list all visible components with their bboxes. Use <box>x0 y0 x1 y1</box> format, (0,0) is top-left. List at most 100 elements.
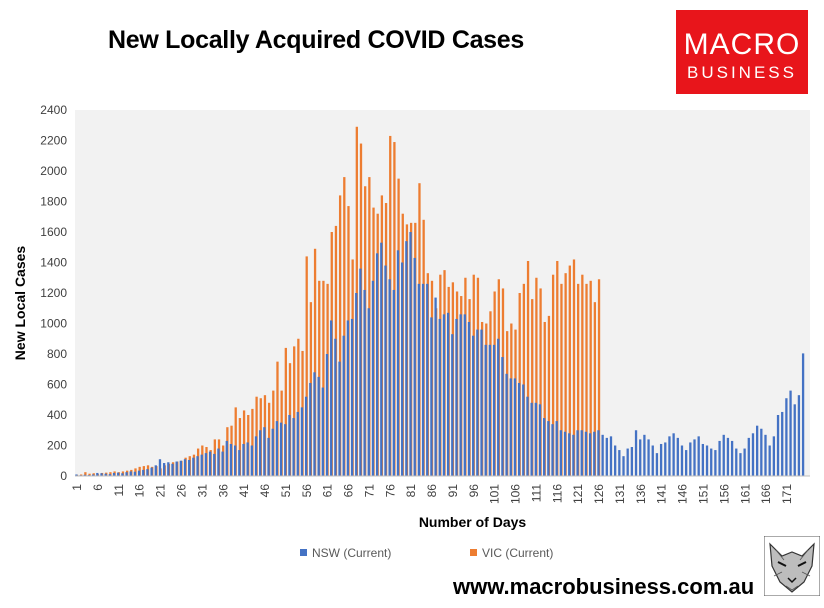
x-tick-label-11: 11 <box>112 484 126 497</box>
bar-vic-day-64 <box>338 195 342 476</box>
bar-nsw-day-161 <box>743 448 746 476</box>
bar-vic-day-58 <box>313 248 317 476</box>
bar-nsw-day-56 <box>304 396 308 476</box>
x-axis-title: Number of Days <box>419 514 527 530</box>
x-tick-label-131: 131 <box>613 484 627 504</box>
bar-vic-day-110 <box>531 299 534 476</box>
bar-nsw-day-106 <box>513 378 517 476</box>
bar-nsw-day-68 <box>355 293 358 476</box>
y-tick-label-2000: 2000 <box>40 164 67 178</box>
bar-vic-day-120 <box>572 259 576 476</box>
bar-vic-day-123 <box>585 283 588 476</box>
bar-nsw-day-148 <box>689 442 692 476</box>
x-tick-label-61: 61 <box>321 484 335 498</box>
bar-nsw-day-155 <box>718 440 721 476</box>
bar-nsw-day-20 <box>154 465 157 476</box>
bar-nsw-day-70 <box>363 289 366 476</box>
bar-nsw-day-25 <box>175 461 178 476</box>
x-tick-label-106: 106 <box>509 484 523 504</box>
bar-nsw-day-93 <box>459 314 462 476</box>
bar-nsw-day-112 <box>538 404 542 476</box>
y-tick-label-600: 600 <box>47 378 67 392</box>
bar-nsw-day-79 <box>401 262 404 476</box>
bar-vic-day-109 <box>526 260 530 476</box>
bar-nsw-day-42 <box>246 442 249 476</box>
bar-nsw-day-159 <box>735 448 738 476</box>
bar-nsw-day-59 <box>317 376 320 477</box>
x-tick-label-121: 121 <box>571 484 585 504</box>
bar-nsw-day-157 <box>726 437 730 477</box>
bar-nsw-day-77 <box>392 289 395 476</box>
bar-nsw-day-13 <box>125 472 128 476</box>
bar-nsw-day-100 <box>488 344 492 476</box>
bar-nsw-day-99 <box>484 344 487 476</box>
bar-nsw-day-71 <box>367 308 370 476</box>
bar-nsw-day-60 <box>321 387 324 476</box>
bar-nsw-day-38 <box>229 443 233 476</box>
bar-nsw-day-66 <box>346 320 350 476</box>
y-tick-label-2400: 2400 <box>40 103 67 117</box>
bar-nsw-day-54 <box>296 411 299 476</box>
bar-nsw-day-124 <box>588 433 592 476</box>
x-tick-label-136: 136 <box>634 484 648 504</box>
bar-nsw-day-115 <box>551 424 554 476</box>
bar-nsw-day-17 <box>142 469 145 476</box>
bar-nsw-day-141 <box>659 443 663 476</box>
bar-nsw-day-51 <box>284 424 287 476</box>
x-tick-label-76: 76 <box>383 484 397 498</box>
wolf-mascot-icon <box>764 536 820 596</box>
bar-nsw-day-27 <box>183 459 187 476</box>
bar-nsw-day-151 <box>701 443 705 476</box>
y-tick-label-400: 400 <box>47 408 67 422</box>
bar-nsw-day-67 <box>350 318 354 476</box>
bar-vic-day-60 <box>322 280 325 476</box>
bar-nsw-day-92 <box>455 318 458 476</box>
bar-nsw-day-123 <box>584 431 588 476</box>
bar-nsw-day-156 <box>722 434 725 476</box>
bar-nsw-day-128 <box>605 437 608 477</box>
y-tick-label-1200: 1200 <box>40 286 67 300</box>
x-tick-label-171: 171 <box>780 484 794 504</box>
bar-nsw-day-150 <box>697 436 700 476</box>
bar-nsw-day-113 <box>543 418 546 476</box>
bar-nsw-day-34 <box>213 453 216 476</box>
macrobusiness-logo: MACRO BUSINESS <box>676 10 808 94</box>
legend-swatch-vic <box>470 549 477 557</box>
x-tick-label-41: 41 <box>237 484 251 498</box>
bar-nsw-day-102 <box>497 338 500 476</box>
x-tick-label-31: 31 <box>195 484 209 498</box>
bar-nsw-day-64 <box>338 361 341 477</box>
x-tick-label-141: 141 <box>655 484 669 504</box>
legend-item-vic: VIC (Current) <box>470 546 553 560</box>
bar-nsw-day-24 <box>171 463 174 476</box>
bar-nsw-day-169 <box>776 415 780 476</box>
x-tick-label-66: 66 <box>342 484 356 498</box>
bar-nsw-day-163 <box>751 433 755 476</box>
legend-item-nsw: NSW (Current) <box>300 546 391 560</box>
bar-nsw-day-172 <box>789 390 792 476</box>
bar-nsw-day-36 <box>221 451 224 476</box>
plot-area <box>75 110 810 476</box>
y-tick-label-1400: 1400 <box>40 256 67 270</box>
bar-nsw-day-28 <box>188 459 191 476</box>
bar-nsw-day-146 <box>680 445 684 476</box>
bar-nsw-day-160 <box>739 453 742 477</box>
bar-vic-day-116 <box>556 260 559 476</box>
legend-label-vic: VIC (Current) <box>482 546 554 560</box>
bar-nsw-day-105 <box>509 378 512 476</box>
bar-nsw-day-139 <box>651 445 654 476</box>
bar-vic-day-9 <box>109 472 112 476</box>
legend-label-nsw: NSW (Current) <box>312 546 392 560</box>
bar-nsw-day-49 <box>275 421 279 476</box>
x-tick-label-71: 71 <box>362 484 376 498</box>
bar-nsw-day-8 <box>104 473 107 476</box>
bar-vic-day-40 <box>238 418 242 476</box>
bar-nsw-day-18 <box>146 469 149 476</box>
x-tick-label-166: 166 <box>759 484 773 504</box>
bar-nsw-day-126 <box>597 430 600 476</box>
bar-nsw-day-114 <box>547 421 550 476</box>
bar-vic-day-3 <box>84 472 87 476</box>
bar-nsw-day-69 <box>359 268 362 476</box>
bar-nsw-day-39 <box>233 445 237 476</box>
website-url: www.macrobusiness.com.au <box>453 574 755 599</box>
